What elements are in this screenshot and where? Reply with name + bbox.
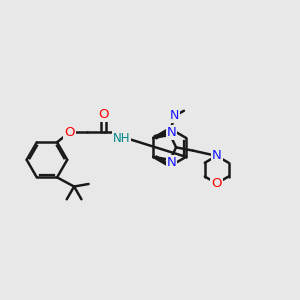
Text: N: N <box>167 126 176 139</box>
Text: O: O <box>98 108 109 121</box>
Text: O: O <box>64 126 75 139</box>
Text: N: N <box>169 110 179 122</box>
Text: NH: NH <box>112 132 130 145</box>
Text: O: O <box>212 177 222 190</box>
Text: N: N <box>167 156 176 169</box>
Text: N: N <box>212 149 221 162</box>
